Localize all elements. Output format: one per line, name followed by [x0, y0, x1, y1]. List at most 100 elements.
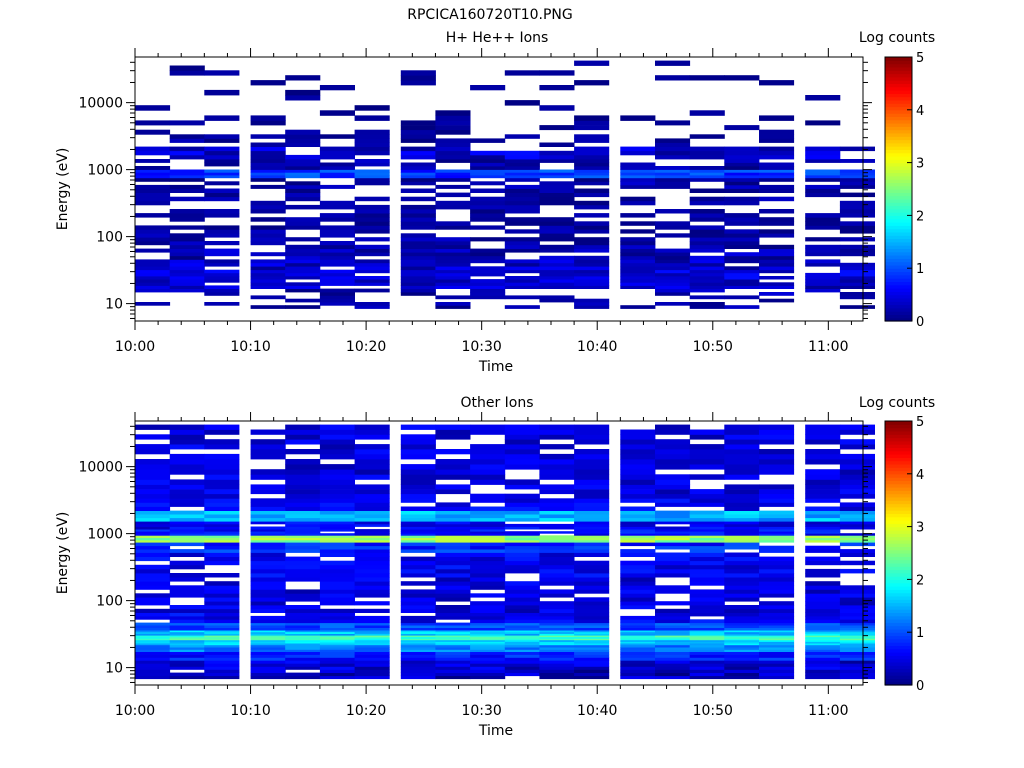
heatmap-cell [759, 537, 795, 541]
heatmap-cell [655, 464, 691, 470]
heatmap-cell [805, 225, 841, 230]
heatmap-cell [135, 669, 171, 673]
heatmap-cell [400, 434, 436, 440]
colorbar-tick-label: 4 [916, 104, 924, 119]
heatmap-cell [655, 531, 691, 534]
heatmap-cell [759, 229, 795, 234]
colorbar-tick-label: 1 [916, 262, 924, 277]
heatmap-cell [655, 252, 691, 257]
heatmap-cell [724, 564, 760, 570]
heatmap-cell [724, 169, 760, 173]
heatmap-cell [400, 510, 436, 515]
heatmap-cell [250, 444, 286, 450]
heatmap-cell [539, 560, 575, 566]
heatmap-cell [470, 619, 506, 624]
heatmap-cell [354, 654, 390, 658]
heatmap-cell [689, 577, 725, 582]
heatmap-cell [169, 217, 205, 222]
heatmap-cell [169, 150, 205, 156]
heatmap-cell [204, 514, 240, 519]
heatmap-cell [354, 529, 390, 532]
heatmap-cell [250, 285, 286, 289]
heatmap-cell [285, 162, 321, 167]
heatmap-cell [354, 449, 390, 455]
heatmap-cell [805, 675, 841, 680]
heatmap-cell [204, 605, 240, 610]
heatmap-cell [435, 647, 471, 650]
heatmap-cell [435, 489, 471, 495]
heatmap-cell [504, 506, 540, 511]
heatmap-cell [435, 663, 471, 667]
heatmap-cell [759, 221, 795, 226]
heatmap-cell [724, 633, 760, 636]
colorbar-swatch [885, 189, 912, 193]
heatmap-cell [574, 647, 610, 650]
heatmap-cell [354, 172, 390, 176]
heatmap-cell [620, 593, 656, 598]
heatmap-cell [470, 573, 506, 578]
heatmap-cell [724, 444, 760, 450]
heatmap-cell [470, 517, 506, 522]
heatmap-cell [689, 269, 725, 274]
heatmap-cell [620, 533, 656, 536]
heatmap-cell [400, 638, 436, 641]
heatmap-cell [620, 272, 656, 277]
heatmap-cell [435, 159, 471, 163]
heatmap-cell [724, 552, 760, 557]
heatmap-cell [250, 526, 286, 530]
heatmap-cell [285, 535, 321, 538]
heatmap-cell [655, 612, 691, 617]
heatmap-cell [250, 484, 286, 490]
heatmap-cell [724, 666, 760, 670]
heatmap-cell [135, 581, 171, 586]
heatmap-cell [470, 169, 506, 173]
heatmap-cell [759, 612, 795, 617]
heatmap-cell [839, 493, 875, 499]
colorbar-swatch [885, 421, 912, 425]
heatmap-cell [250, 545, 286, 550]
heatmap-cell [319, 535, 355, 538]
heatmap-cell [204, 539, 240, 543]
heatmap-cell [354, 593, 390, 598]
heatmap-cell [354, 150, 390, 156]
heatmap-cell [805, 498, 841, 503]
panel-title: Other Ions [460, 395, 533, 411]
heatmap-cell [689, 657, 725, 661]
heatmap-cell [285, 262, 321, 267]
heatmap-cell [435, 175, 471, 179]
heatmap-cell [759, 129, 795, 135]
heatmap-cell [250, 159, 286, 163]
colorbar-swatch [885, 271, 912, 276]
heatmap-cell [504, 517, 540, 522]
heatmap-cell [135, 262, 171, 267]
heatmap-cell [655, 279, 691, 283]
heatmap-cell [285, 641, 321, 644]
colorbar-tick-label: 2 [916, 209, 924, 224]
heatmap-cell [135, 622, 171, 626]
heatmap-cell [539, 154, 575, 160]
heatmap-cell [805, 449, 841, 455]
heatmap-cell [539, 539, 575, 543]
heatmap-cell [504, 493, 540, 499]
heatmap-cell [285, 630, 321, 633]
heatmap-cell [169, 622, 205, 626]
heatmap-cell [250, 517, 286, 522]
heatmap-cell [354, 115, 390, 121]
heatmap-cell [504, 608, 540, 613]
heatmap-cell [539, 217, 575, 222]
heatmap-cell [655, 453, 691, 460]
heatmap-cell [839, 221, 875, 226]
heatmap-cell [689, 589, 725, 594]
heatmap-cell [319, 669, 355, 673]
colorbar-swatch [885, 222, 912, 226]
heatmap-cell [319, 539, 355, 543]
heatmap-cell [504, 625, 540, 628]
heatmap-cell [470, 282, 506, 286]
heatmap-cell [574, 585, 610, 590]
heatmap-cell [655, 498, 691, 503]
heatmap-cell [354, 556, 390, 562]
heatmap-cell [839, 514, 875, 519]
heatmap-cell [689, 134, 725, 139]
heatmap-cell [655, 474, 691, 480]
heatmap-cell [204, 424, 240, 430]
